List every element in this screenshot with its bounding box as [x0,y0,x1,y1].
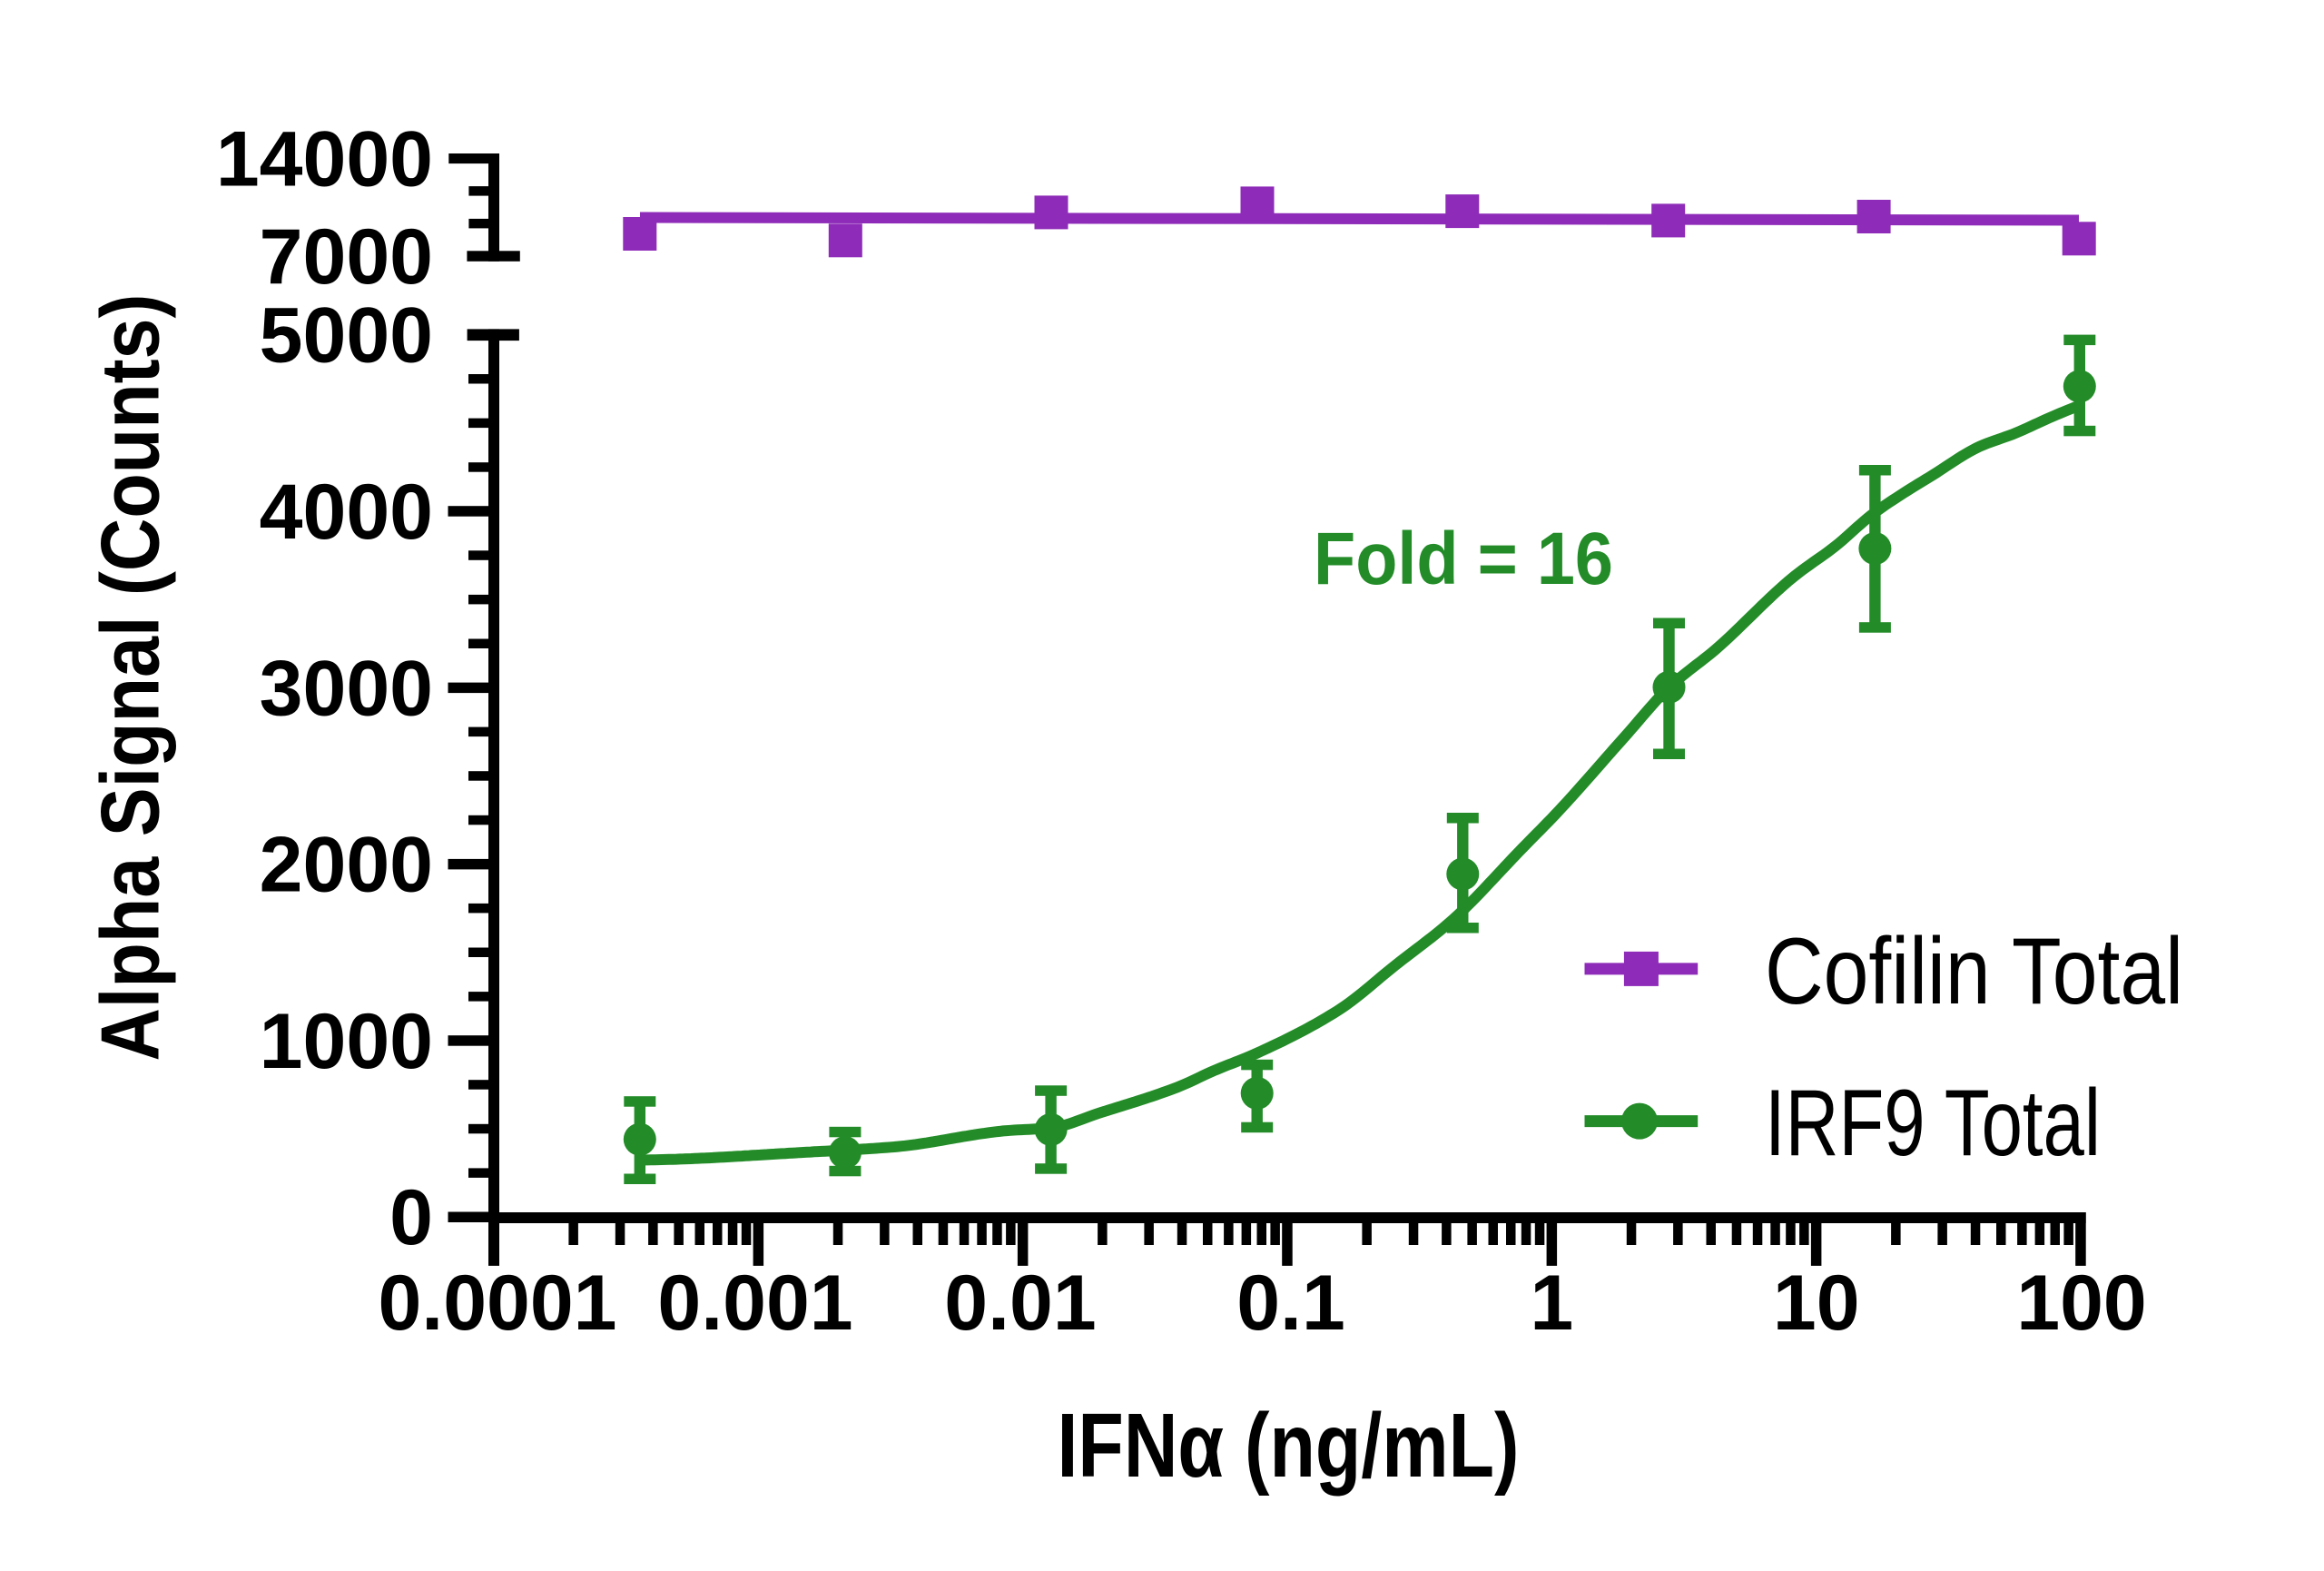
svg-text:4000: 4000 [260,469,433,556]
svg-text:0.001: 0.001 [657,1260,852,1347]
svg-text:14000: 14000 [216,116,433,203]
svg-text:0: 0 [389,1174,433,1261]
svg-text:0.1: 0.1 [1236,1260,1345,1347]
svg-text:0.0001: 0.0001 [378,1260,616,1347]
svg-text:Fold = 16: Fold = 16 [1314,518,1613,600]
svg-text:IFNα (ng/mL): IFNα (ng/mL) [1058,1395,1520,1497]
svg-text:1000: 1000 [260,998,433,1085]
svg-text:10: 10 [1773,1260,1860,1347]
svg-text:Cofilin Total: Cofilin Total [1765,919,2183,1024]
svg-text:3000: 3000 [260,645,433,732]
svg-text:0.01: 0.01 [944,1260,1096,1347]
svg-text:2000: 2000 [260,822,433,909]
svg-text:100: 100 [2016,1260,2147,1347]
svg-text:Alpha Signal (Counts): Alpha Signal (Counts) [85,294,177,1062]
svg-text:7000: 7000 [260,213,433,301]
svg-text:1: 1 [1530,1260,1573,1347]
svg-text:IRF9 Total: IRF9 Total [1765,1071,2101,1176]
svg-text:5000: 5000 [260,292,433,380]
